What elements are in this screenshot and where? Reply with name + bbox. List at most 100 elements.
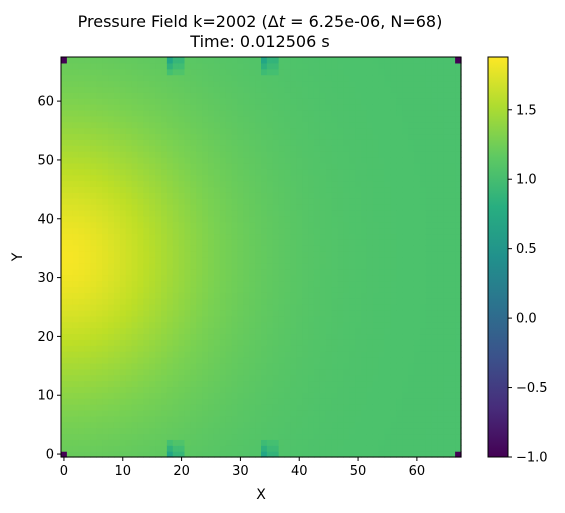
heatmap-cell	[443, 174, 450, 182]
heatmap-cell	[178, 215, 186, 223]
heatmap-cell	[296, 121, 303, 129]
heatmap-cell	[343, 315, 350, 323]
heatmap-cell	[296, 339, 303, 346]
heatmap-cell	[143, 433, 150, 440]
heatmap-cell	[455, 398, 462, 405]
heatmap-cell	[155, 380, 162, 388]
heatmap-cell	[131, 86, 139, 93]
heatmap-cell	[219, 139, 227, 146]
heatmap-cell	[349, 204, 356, 211]
heatmap-cell	[119, 357, 127, 364]
heatmap-cell	[361, 86, 368, 93]
heatmap-cell	[337, 309, 344, 317]
heatmap-cell	[119, 251, 127, 258]
heatmap-cell	[384, 145, 392, 152]
heatmap-cell	[372, 309, 380, 317]
heatmap-cell	[196, 221, 203, 229]
heatmap-cell	[419, 357, 427, 364]
heatmap-cell	[102, 315, 109, 323]
heatmap-cell	[243, 151, 250, 158]
heatmap-cell	[61, 351, 68, 358]
heatmap-cell	[131, 351, 139, 358]
heatmap-cell	[402, 204, 409, 211]
heatmap-cell	[184, 280, 192, 288]
heatmap-cell	[302, 398, 309, 405]
heatmap-cell	[372, 292, 380, 299]
heatmap-cell	[166, 80, 174, 88]
heatmap-cell	[161, 68, 168, 76]
heatmap-cell	[390, 362, 397, 370]
heatmap-cell	[372, 62, 380, 70]
heatmap-cell	[166, 351, 174, 358]
heatmap-cell	[219, 80, 227, 88]
heatmap-cell	[125, 121, 133, 129]
heatmap-cell	[137, 133, 144, 140]
heatmap-cell	[243, 415, 250, 423]
heatmap-cell	[337, 409, 344, 417]
heatmap-cell	[443, 80, 450, 88]
heatmap-cell	[302, 445, 309, 452]
heatmap-cell	[431, 339, 439, 346]
heatmap-cell	[249, 209, 256, 217]
heatmap-cell	[119, 104, 127, 111]
heatmap-cell	[419, 368, 427, 376]
heatmap-cell	[419, 180, 427, 188]
y-tick-label: 10	[37, 389, 54, 404]
heatmap-cell	[325, 333, 333, 340]
heatmap-cell	[419, 315, 427, 323]
heatmap-cell	[425, 368, 433, 376]
heatmap-cell	[302, 286, 309, 293]
heatmap-cell	[384, 174, 392, 182]
heatmap-cell	[278, 104, 286, 111]
heatmap-cell	[255, 398, 262, 405]
heatmap-cell	[66, 321, 74, 329]
heatmap-cell	[343, 345, 350, 352]
heatmap-cell	[66, 304, 74, 311]
colorbar-tick-label: −1.0	[516, 451, 548, 466]
heatmap-cell	[372, 186, 380, 193]
heatmap-cell	[237, 309, 244, 317]
heatmap-cell	[319, 209, 327, 217]
heatmap-cell	[378, 315, 386, 323]
heatmap-cell	[361, 398, 368, 405]
heatmap-cell	[96, 92, 103, 99]
heatmap-cell	[237, 168, 244, 176]
heatmap-cell	[113, 168, 121, 176]
heatmap-cell	[113, 92, 121, 99]
heatmap-cell	[272, 374, 280, 382]
heatmap-cell	[278, 398, 286, 405]
heatmap-cell	[161, 421, 168, 429]
heatmap-cell	[337, 380, 344, 388]
heatmap-cell	[131, 162, 139, 170]
heatmap-cell	[390, 404, 397, 411]
heatmap-cell	[61, 168, 68, 176]
heatmap-cell	[255, 251, 262, 258]
heatmap-cell	[449, 139, 456, 146]
heatmap-cell	[408, 427, 415, 435]
heatmap-cell	[419, 421, 427, 429]
heatmap-cell	[296, 451, 303, 458]
heatmap-cell	[178, 262, 186, 270]
heatmap-cell	[196, 392, 203, 399]
colorbar-tick-label: −0.5	[516, 381, 548, 396]
heatmap-cell	[90, 262, 97, 270]
heatmap-cell	[290, 198, 297, 205]
heatmap-cell	[125, 386, 133, 393]
heatmap-cell	[396, 139, 403, 146]
heatmap-cell	[131, 121, 139, 129]
heatmap-cell	[384, 315, 392, 323]
heatmap-cell	[372, 427, 380, 435]
heatmap-cell	[413, 374, 421, 382]
heatmap-cell	[431, 268, 439, 276]
heatmap-cell	[290, 445, 297, 452]
heatmap-cell	[90, 286, 97, 293]
heatmap-cell	[178, 133, 186, 140]
heatmap-cell	[437, 227, 444, 235]
heatmap-cell	[143, 327, 150, 335]
heatmap-cell	[343, 409, 350, 417]
heatmap-cell	[390, 286, 397, 293]
heatmap-cell	[443, 251, 450, 258]
heatmap-cell	[219, 239, 227, 246]
heatmap-cell	[72, 398, 80, 405]
heatmap-cell	[155, 239, 162, 246]
